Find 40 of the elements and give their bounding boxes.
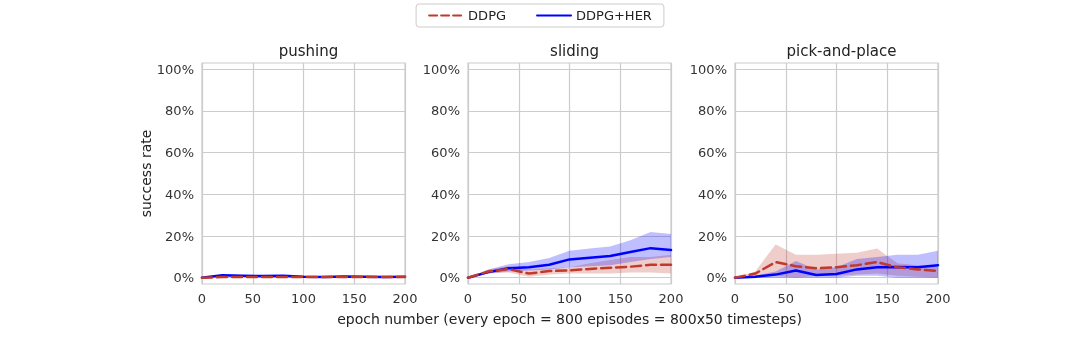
y-tick-label: 100% [422, 61, 460, 77]
y-tick-label: 20% [431, 228, 460, 244]
y-tick-label: 0% [173, 270, 194, 286]
x-tick-label: 0 [730, 291, 740, 306]
chart-title: pushing [278, 41, 339, 60]
y-tick-label: 0% [706, 270, 727, 286]
y-tick-label: 40% [165, 186, 194, 202]
x-tick-label: 100 [557, 291, 582, 306]
x-tick-label: 200 [658, 291, 684, 306]
y-axis-title: success rate [137, 129, 154, 218]
x-tick-label: 50 [510, 291, 528, 306]
y-tick-label: 20% [698, 228, 727, 244]
y-tick-label: 80% [165, 103, 194, 119]
x-tick-label: 200 [392, 291, 418, 306]
x-tick-label: 0 [197, 291, 207, 306]
y-tick-label: 80% [431, 103, 460, 119]
y-tick-label: 60% [431, 145, 460, 161]
chart-title: pick-and-place [786, 41, 897, 60]
x-tick-label: 200 [925, 291, 951, 306]
x-tick-label: 50 [244, 291, 262, 306]
y-tick-label: 40% [698, 186, 727, 202]
x-tick-label: 150 [874, 291, 900, 306]
x-tick-label: 0 [463, 291, 473, 306]
x-tick-label: 100 [291, 291, 316, 306]
y-tick-label: 20% [165, 228, 194, 244]
x-tick-label: 150 [341, 291, 367, 306]
x-axis-title: epoch number (every epoch = 800 episodes = 800x50 timesteps) [337, 311, 802, 327]
y-tick-label: 100% [689, 61, 727, 77]
y-tick-label: 80% [698, 103, 727, 119]
x-tick-label: 100 [824, 291, 849, 306]
y-tick-label: 60% [165, 145, 194, 161]
legend-label: DDPG [468, 8, 507, 23]
x-tick-label: 150 [607, 291, 633, 306]
y-tick-label: 40% [431, 186, 460, 202]
x-tick-label: 50 [777, 291, 795, 306]
y-tick-label: 0% [439, 270, 460, 286]
chart-title: sliding [550, 41, 599, 60]
y-tick-label: 100% [156, 61, 194, 77]
legend-label: DDPG+HER [576, 8, 652, 23]
y-tick-label: 60% [698, 145, 727, 161]
